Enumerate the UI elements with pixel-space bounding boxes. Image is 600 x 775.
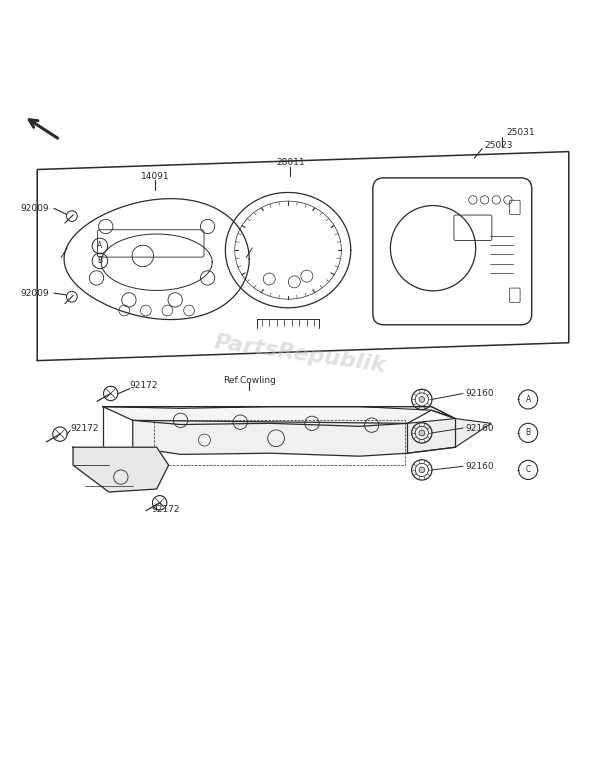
- Text: 28011: 28011: [276, 158, 305, 167]
- Text: 92160: 92160: [466, 389, 494, 398]
- Text: 92009: 92009: [20, 204, 49, 213]
- Text: 25023: 25023: [484, 140, 512, 150]
- Text: A: A: [526, 395, 531, 404]
- Text: 92009: 92009: [20, 288, 49, 298]
- Text: 14091: 14091: [141, 172, 170, 181]
- Text: 92172: 92172: [70, 424, 98, 432]
- Text: 92160: 92160: [466, 462, 494, 471]
- Text: A: A: [97, 242, 103, 250]
- Text: 92172: 92172: [151, 505, 180, 515]
- Polygon shape: [73, 447, 169, 492]
- Text: C: C: [526, 466, 531, 474]
- Text: 92172: 92172: [130, 381, 158, 390]
- Polygon shape: [407, 418, 491, 453]
- Circle shape: [419, 467, 425, 473]
- Polygon shape: [103, 407, 455, 426]
- Text: 92160: 92160: [466, 424, 494, 432]
- Text: B: B: [97, 257, 103, 265]
- Circle shape: [419, 397, 425, 402]
- Polygon shape: [133, 420, 407, 456]
- Text: B: B: [526, 429, 531, 437]
- Polygon shape: [103, 407, 455, 418]
- Text: Ref.Cowling: Ref.Cowling: [223, 376, 275, 385]
- Circle shape: [419, 430, 425, 436]
- Text: 25031: 25031: [506, 128, 535, 137]
- Text: PartsRepublik: PartsRepublik: [213, 332, 387, 377]
